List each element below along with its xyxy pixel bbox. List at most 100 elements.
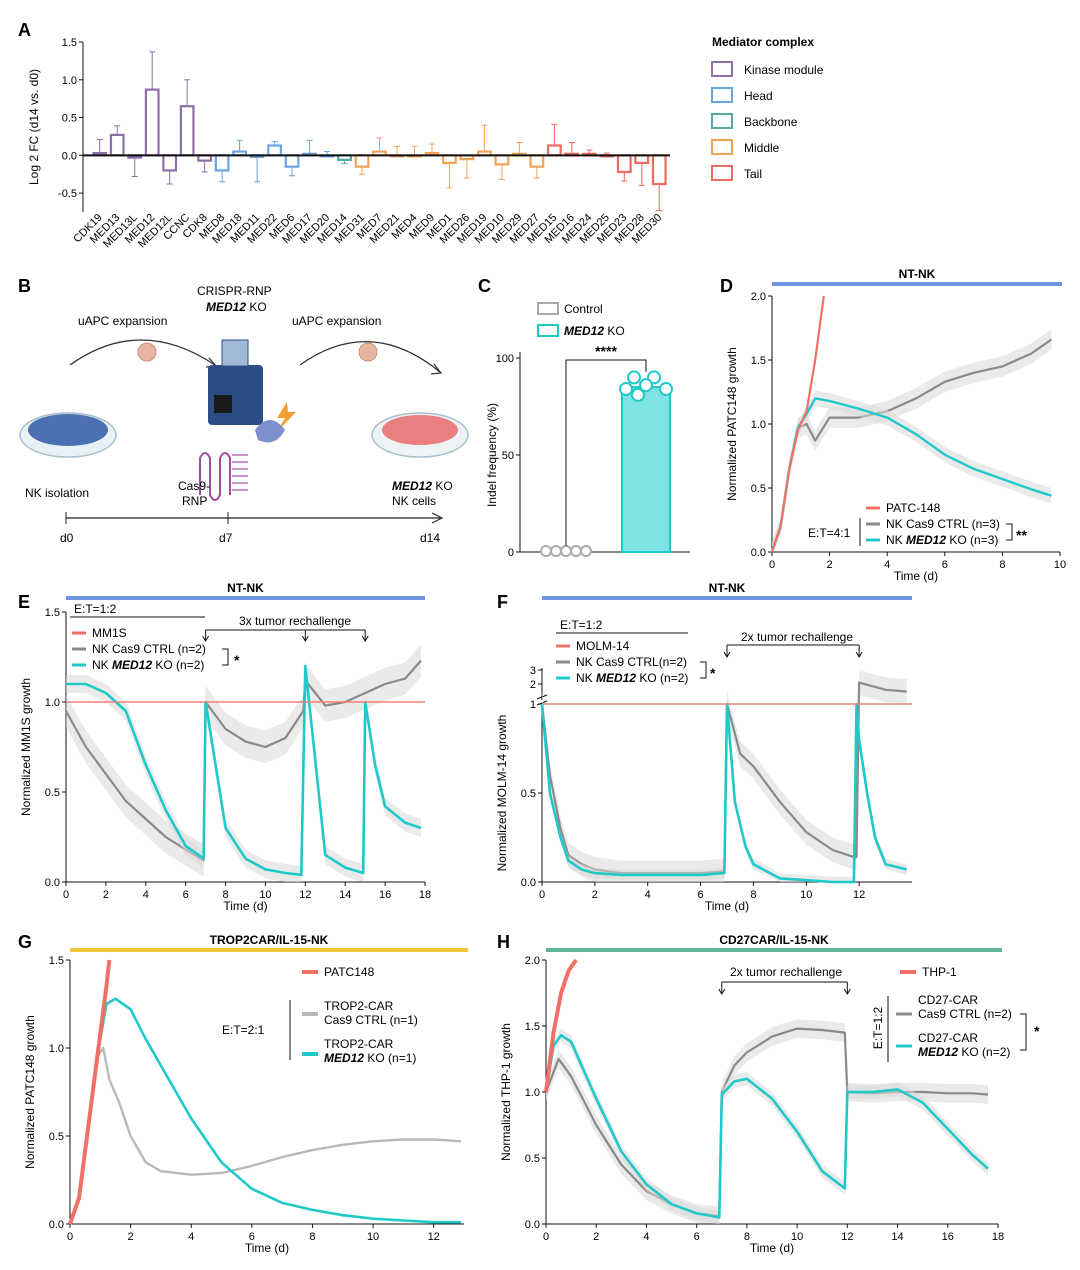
- significance-bracket: [700, 661, 707, 679]
- chart-d: NT-NK 0.0 0.5 1.0 1.5 2.0 0 2 4 6 8 10 Time (d) Norma…: [725, 267, 1066, 583]
- series-line: [540, 702, 908, 884]
- y-tick-label: 1.0: [49, 1043, 64, 1055]
- bar-med12-ko: [621, 386, 671, 553]
- rechallenge-arrowhead: [855, 651, 863, 658]
- legend-ko-suffix: KO: [604, 324, 625, 338]
- et-label: E:T=1:2: [74, 602, 117, 616]
- legend-label-patc148: PATC148: [324, 965, 375, 979]
- data-point-control: [570, 545, 582, 557]
- panel-label-h: H: [497, 932, 510, 952]
- y-tick-label: 0.5: [62, 113, 77, 125]
- x-tick-label: 8: [999, 559, 1005, 571]
- y-tick-label: 2.0: [751, 291, 766, 303]
- y-tick-label: 1.5: [45, 607, 60, 619]
- legend-label-thp1: THP-1: [922, 965, 957, 979]
- rnp-guide: [232, 454, 248, 491]
- x-axis-label: Time (d): [223, 899, 267, 913]
- legend-label-molm14-name: MOLM-14: [576, 639, 630, 653]
- rechallenge-label: 2x tumor rechallenge: [730, 965, 842, 979]
- uapc-cell-1: [137, 342, 157, 362]
- y-tick-label: 0.0: [62, 150, 77, 162]
- ko-nk-cells-red: [382, 415, 458, 445]
- x-tick-label: 6: [942, 559, 948, 571]
- legend-label-ctrl-name: NK Cas9 CTRL (n=3): [886, 517, 1000, 531]
- y-tick-label: 0.0: [49, 1219, 64, 1231]
- x-tick-label: 10: [791, 1231, 803, 1243]
- x-tick-label: 16: [942, 1231, 954, 1243]
- x-tick-label: 12: [853, 889, 865, 901]
- significance-label: *: [710, 665, 716, 681]
- panel-b: B uAPC expansion uAPC expansion CRISPR-R…: [18, 276, 469, 545]
- bar-med15: [546, 144, 562, 157]
- rnp-label: RNP: [182, 494, 207, 508]
- series-line: [68, 1046, 462, 1225]
- legend-swatch-middle: [711, 139, 733, 155]
- x-tick-label: 18: [419, 889, 431, 901]
- legend-label-ctrl-name: NK Cas9 CTRL (n=2): [92, 642, 206, 656]
- x-tick-label: 2: [128, 1231, 134, 1243]
- electroporator-slot: [214, 395, 232, 413]
- x-tick-label: 12: [841, 1231, 853, 1243]
- y-axis-label: Normalized PATC148 growth: [725, 347, 739, 501]
- legend-label-molm14: MOLM-14: [576, 639, 630, 653]
- legend-ko-suffix: KO (n=1): [364, 1051, 416, 1065]
- y-tick-label: 0.5: [49, 1131, 64, 1143]
- electroporator-screen: [221, 339, 249, 367]
- arc-arrow-1: [69, 339, 216, 366]
- y-axis-label: Normalized THP-1 growth: [499, 1023, 513, 1161]
- legend-label-mm1s-name: MM1S: [92, 626, 127, 640]
- panel-label-b: B: [18, 276, 31, 296]
- series-line: [68, 959, 112, 1225]
- y-tick-label: 0.5: [45, 787, 60, 799]
- y-tick-label: 1.5: [525, 1021, 540, 1033]
- legend-label-thp1-name: THP-1: [922, 965, 957, 979]
- series-error-band: [542, 698, 907, 882]
- y-axis-label: Normalized PATC148 growth: [23, 1015, 37, 1169]
- x-tick-label: 4: [645, 889, 651, 901]
- cuvette-icon: [255, 420, 285, 443]
- series-line: [68, 997, 461, 1225]
- legend-ko-gene: MED12: [918, 1045, 958, 1059]
- panel-label-f: F: [497, 592, 508, 612]
- y-tick-label: 0.0: [45, 877, 60, 889]
- y-axis-label: Log 2 FC (d14 vs. d0): [27, 69, 41, 185]
- y-tick-label: 0.5: [525, 1153, 540, 1165]
- x-tick-label: 0: [67, 1231, 73, 1243]
- legend-label-ctrl: NK Cas9 CTRL (n=2): [92, 642, 206, 656]
- legend-swatch-kinase: [711, 61, 733, 77]
- y-axis-label: Normalized MOLM-14 growth: [495, 715, 509, 872]
- legend-label-patc148-name: PATC148: [324, 965, 375, 979]
- y-tick-label: 1.0: [45, 697, 60, 709]
- x-tick-label: 2: [103, 889, 109, 901]
- x-tick-label: 2: [827, 559, 833, 571]
- nk-isolation-label: NK isolation: [25, 486, 89, 500]
- rechallenge-arrowhead: [718, 988, 726, 995]
- x-tick-label: 6: [698, 889, 704, 901]
- x-tick-label: 6: [249, 1231, 255, 1243]
- bar-med27: [529, 154, 545, 168]
- legend-label-ctrl-line1: CD27-CAR: [918, 993, 978, 1007]
- step2-label: uAPC expansion: [292, 314, 381, 328]
- legend-ko-gene: MED12: [564, 324, 604, 338]
- bar-med10: [494, 154, 510, 166]
- legend-label-ctrl: NK Cas9 CTRL (n=3): [886, 517, 1000, 531]
- bar-med13: [109, 133, 125, 157]
- legend-label-ctrl-line2: Cas9 CTRL (n=2): [918, 1007, 1012, 1021]
- y-tick-label: 0.0: [521, 877, 536, 889]
- x-tick-label: 4: [884, 559, 890, 571]
- rechallenge-arrowhead: [843, 988, 851, 995]
- x-tick-label: 14: [891, 1231, 903, 1243]
- y-tick-label: 1.5: [751, 355, 766, 367]
- legend-label-ctrl-line1: TROP2-CAR: [324, 999, 394, 1013]
- x-axis-label: Time (d): [750, 1241, 794, 1255]
- et-label: E:T=4:1: [808, 526, 851, 540]
- x-tick-label: 10: [800, 889, 812, 901]
- data-point-control: [550, 545, 562, 557]
- x-tick-label: 16: [379, 889, 391, 901]
- timeline-arrowhead: [431, 512, 444, 524]
- y-tick-label: 1.0: [62, 75, 77, 87]
- bar-med6: [284, 154, 300, 168]
- bar-med1: [442, 154, 457, 164]
